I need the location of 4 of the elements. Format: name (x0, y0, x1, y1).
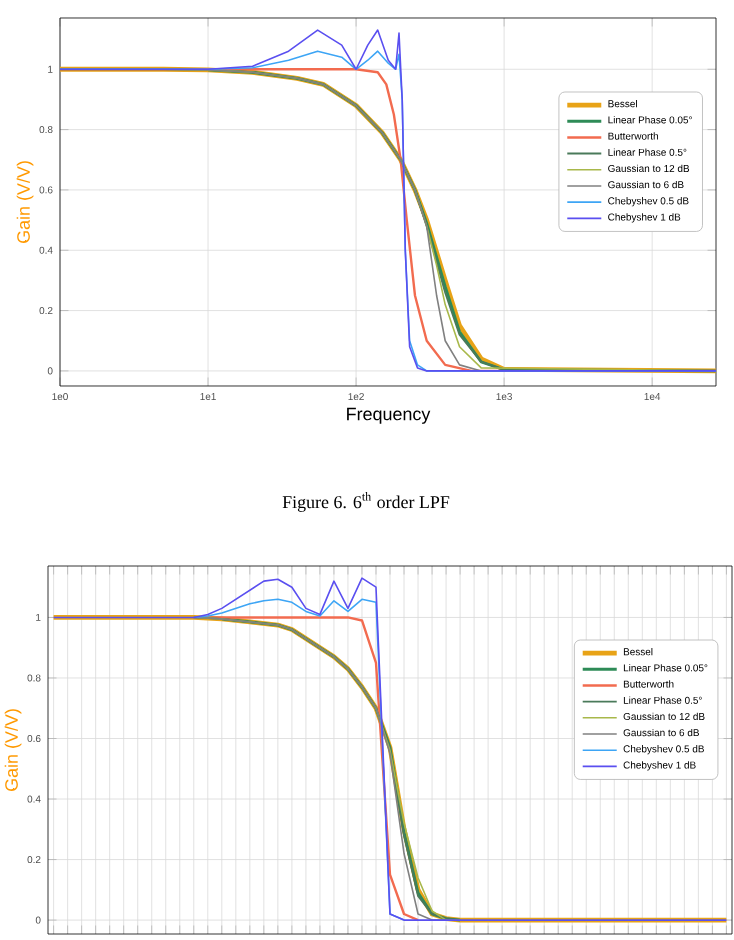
y-axis-title: Gain (V/V) (4, 709, 22, 791)
y-axis-title: Gain (V/V) (16, 161, 34, 243)
x-axis-title: Frequency (347, 407, 431, 424)
caption: Figure 6. 6$^{th}$ order LPF (282, 492, 450, 512)
